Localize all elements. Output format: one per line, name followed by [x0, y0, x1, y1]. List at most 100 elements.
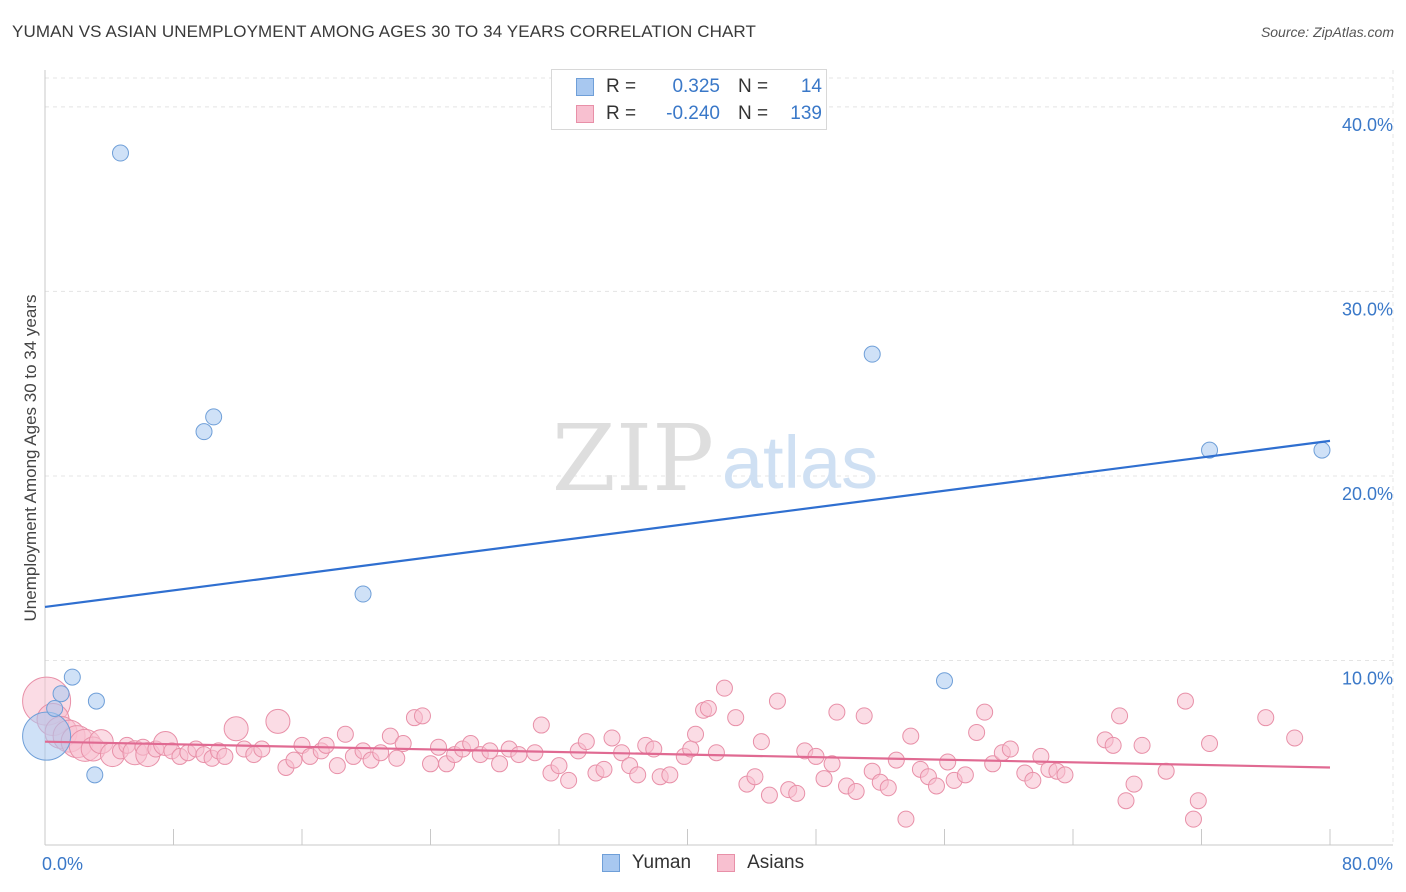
legend-swatch-asians — [717, 854, 736, 872]
asians-point — [595, 760, 613, 778]
series-legend: Yuman Asians — [0, 852, 1406, 874]
yuman-point — [863, 345, 881, 363]
asians-point — [1032, 747, 1050, 765]
asians-point — [897, 810, 915, 828]
asians-point — [687, 725, 705, 743]
asians-point — [629, 766, 647, 784]
source-label: Source: ZipAtlas.com — [1260, 24, 1394, 40]
asians-point — [532, 716, 550, 734]
asians-point — [968, 723, 986, 741]
yuman-point — [87, 692, 105, 710]
trend-lines — [44, 439, 1331, 769]
asians-point — [336, 725, 354, 743]
asians-point — [560, 771, 578, 789]
asians-point — [699, 699, 717, 717]
asians-point — [1189, 792, 1207, 810]
x-tick-label: 80.0% — [1342, 854, 1393, 874]
asians-point — [788, 784, 806, 802]
legend-row-asians: R = -0.240 N = 139 — [576, 101, 822, 127]
legend-swatch-yuman — [576, 78, 594, 96]
yuman-point — [354, 585, 372, 603]
yuman-point — [1201, 441, 1219, 459]
asians-point — [413, 707, 431, 725]
asians-point — [381, 727, 399, 745]
asians-points — [22, 676, 1304, 828]
yuman-point — [46, 699, 64, 717]
asians-point — [715, 679, 733, 697]
y-tick-label: 30.0% — [1342, 299, 1393, 319]
yuman-point — [195, 423, 213, 441]
asians-point — [760, 786, 778, 804]
yuman-points — [22, 144, 1331, 784]
asians-point — [372, 744, 390, 762]
y-tick-label: 40.0% — [1342, 115, 1393, 135]
legend-r-value: 0.325 — [672, 76, 720, 97]
asians-point — [1117, 792, 1135, 810]
yuman-point — [111, 144, 129, 162]
asians-point — [1286, 729, 1304, 747]
asians-point — [828, 703, 846, 721]
asians-point — [661, 766, 679, 784]
asians-point — [927, 777, 945, 795]
legend-item-asians[interactable]: Asians — [717, 852, 804, 874]
asians-point — [707, 744, 725, 762]
asians-point — [847, 782, 865, 800]
watermark: ZIP atlas — [552, 405, 878, 512]
asians-point — [887, 751, 905, 769]
yuman-point — [1313, 441, 1331, 459]
asians-point — [510, 746, 528, 764]
asians-point — [902, 727, 920, 745]
asians-point — [577, 733, 595, 751]
asians-point — [422, 755, 439, 773]
asians-point — [823, 755, 841, 773]
yuman-point — [936, 672, 953, 690]
asians-point — [1104, 736, 1122, 754]
legend-n-value: 14 — [800, 76, 822, 97]
y-tick-label: 10.0% — [1342, 668, 1393, 688]
legend-swatch-asians — [576, 105, 594, 123]
asians-point — [1157, 762, 1175, 780]
legend-label-yuman: Yuman — [631, 852, 692, 873]
tick-labels: 10.0% 20.0% 30.0% 40.0% 0.0% 80.0% — [42, 115, 1393, 874]
asians-point — [430, 738, 448, 756]
asians-point — [1184, 810, 1202, 828]
legend-swatch-yuman — [601, 854, 620, 872]
asians-point — [939, 753, 957, 771]
asians-point — [1111, 707, 1129, 725]
chart-title: YUMAN VS ASIAN UNEMPLOYMENT AMONG AGES 3… — [12, 22, 756, 41]
x-tick-label: 0.0% — [42, 854, 83, 874]
legend-r-value: -0.240 — [666, 103, 720, 124]
asians-point — [603, 729, 621, 747]
legend-n-value: 139 — [790, 103, 822, 124]
yuman-trend-line — [44, 439, 1331, 609]
gridlines — [45, 70, 1394, 845]
yuman-point — [22, 711, 72, 761]
correlation-legend: R = 0.325 N = 14 R = -0.240 N = 139 — [551, 69, 827, 130]
asians-point — [1201, 735, 1219, 753]
legend-row-yuman: R = 0.325 N = 14 — [576, 74, 822, 100]
asians-point — [216, 747, 234, 765]
legend-item-yuman[interactable]: Yuman — [601, 852, 692, 874]
asians-point — [1056, 766, 1074, 784]
asians-point — [317, 736, 335, 754]
asians-point — [976, 703, 994, 721]
y-tick-label: 20.0% — [1342, 484, 1393, 504]
asians-point — [223, 716, 249, 742]
asians-point — [727, 709, 745, 727]
asians-trend-line — [44, 740, 1331, 769]
asians-point — [550, 757, 568, 775]
asians-point — [265, 708, 291, 734]
legend-n-label: N = — [738, 103, 769, 124]
asians-point — [388, 749, 406, 767]
watermark-atlas: atlas — [722, 421, 878, 504]
legend-n-label: N = — [738, 76, 769, 97]
asians-point — [1133, 736, 1151, 754]
yuman-point — [63, 668, 81, 686]
asians-point — [746, 768, 764, 786]
asians-point — [253, 740, 271, 758]
asians-point — [956, 766, 974, 784]
asians-point — [752, 733, 770, 751]
y-axis-label: Unemployment Among Ages 30 to 34 years — [21, 295, 40, 622]
asians-point — [768, 692, 786, 710]
